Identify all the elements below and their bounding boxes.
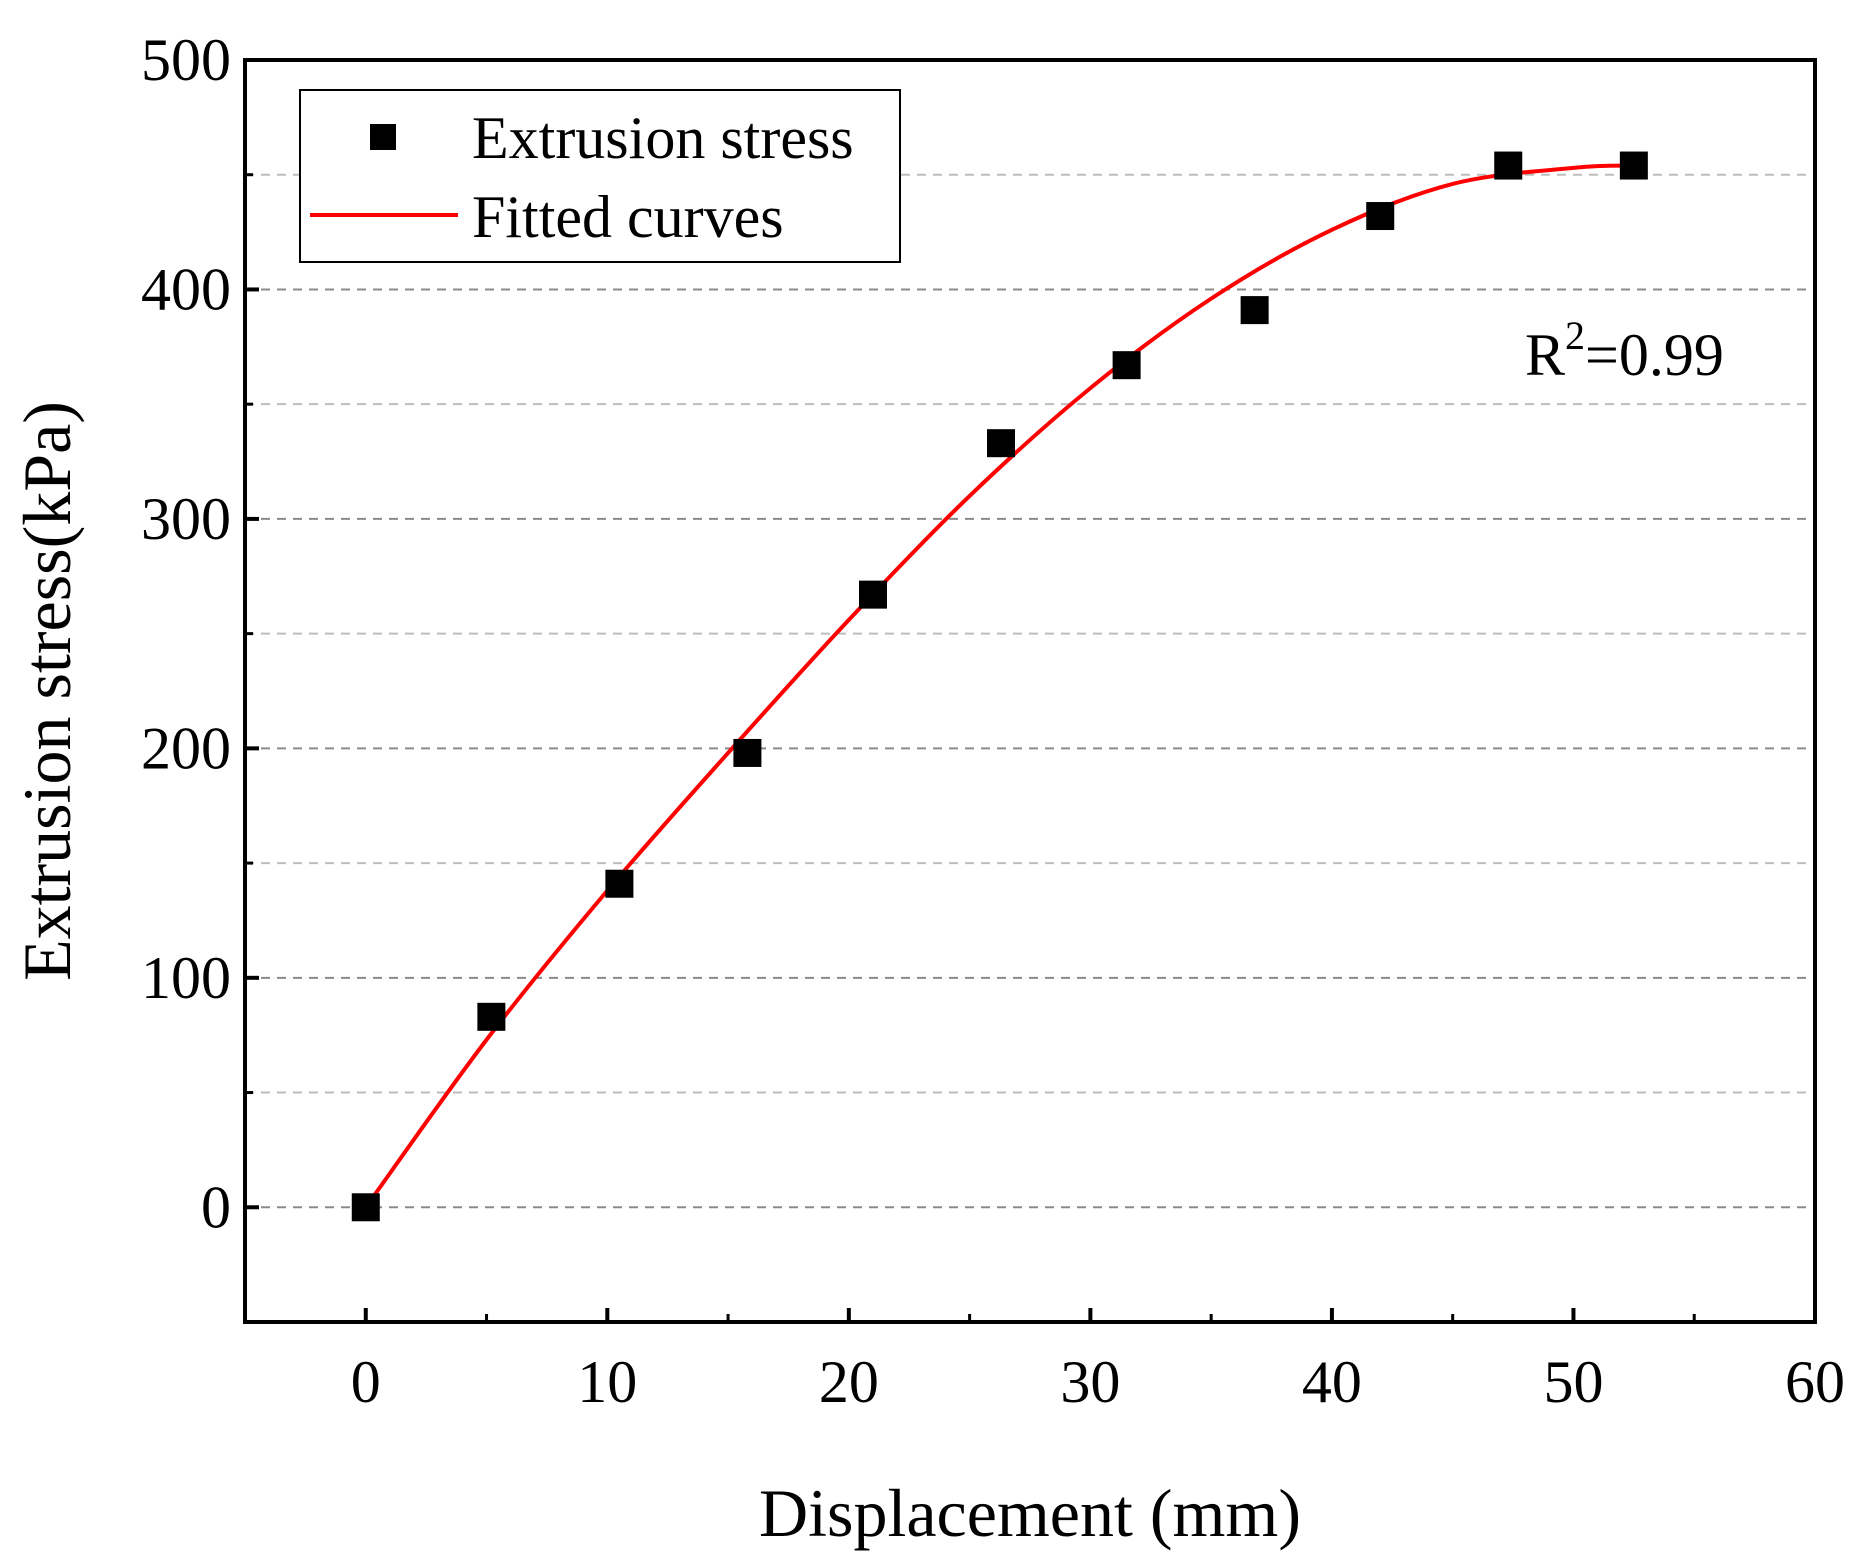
data-point-extrusion-stress bbox=[1112, 351, 1141, 380]
y-tick-label: 0 bbox=[201, 1174, 231, 1240]
data-point-extrusion-stress bbox=[1366, 202, 1395, 231]
data-point-extrusion-stress bbox=[351, 1193, 380, 1222]
x-axis-ticks: 0 10 20 30 40 50 60 bbox=[351, 1308, 1845, 1415]
y-axis-ticks: 0 100 200 300 400 500 bbox=[141, 27, 259, 1240]
data-point-extrusion-stress bbox=[477, 1002, 506, 1031]
plot-frame bbox=[243, 58, 1817, 1324]
data-point-extrusion-stress bbox=[733, 738, 762, 767]
data-point-extrusion-stress bbox=[859, 580, 887, 609]
x-axis-title: Displacement (mm) bbox=[759, 1475, 1301, 1551]
y-axis-title: Extrusion stress(kPa) bbox=[9, 401, 85, 981]
data-point-extrusion-stress bbox=[1494, 151, 1523, 180]
x-tick-label: 10 bbox=[577, 1349, 637, 1415]
y-tick-label: 300 bbox=[141, 486, 231, 552]
x-tick-label: 0 bbox=[351, 1349, 381, 1415]
data-point-extrusion-stress bbox=[605, 869, 634, 898]
legend-label-fitted-curves: Fitted curves bbox=[472, 184, 784, 250]
y-tick-label: 400 bbox=[141, 256, 231, 322]
x-tick-label: 40 bbox=[1302, 1349, 1362, 1415]
y-tick-label: 200 bbox=[141, 715, 231, 781]
fitted-curve-line bbox=[364, 163, 1634, 1209]
legend: Extrusion stress Fitted curves bbox=[299, 89, 901, 263]
x-tick-label: 20 bbox=[819, 1349, 879, 1415]
r-squared-superscript: 2 bbox=[1565, 313, 1585, 358]
r-squared-value: =0.99 bbox=[1585, 322, 1724, 388]
x-tick-label: 50 bbox=[1543, 1349, 1603, 1415]
series-layer bbox=[351, 151, 1648, 1222]
y-tick-label: 500 bbox=[141, 27, 231, 93]
legend-box bbox=[299, 89, 901, 263]
r-squared-base: R bbox=[1525, 322, 1565, 388]
x-tick-label: 60 bbox=[1785, 1349, 1845, 1415]
x-tick-label: 30 bbox=[1060, 1349, 1120, 1415]
y-tick-label: 100 bbox=[141, 945, 231, 1011]
data-point-extrusion-stress bbox=[987, 429, 1016, 458]
r-squared-annotation: R2=0.99 bbox=[1525, 313, 1724, 388]
data-point-extrusion-stress bbox=[1240, 296, 1269, 325]
data-point-extrusion-stress bbox=[1619, 151, 1648, 180]
legend-marker-extrusion-stress bbox=[370, 124, 396, 150]
legend-label-extrusion-stress: Extrusion stress bbox=[472, 105, 854, 171]
